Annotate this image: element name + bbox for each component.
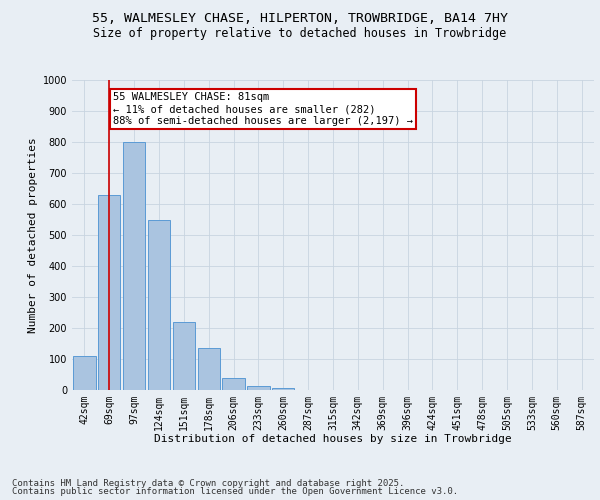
Text: 55 WALMESLEY CHASE: 81sqm
← 11% of detached houses are smaller (282)
88% of semi: 55 WALMESLEY CHASE: 81sqm ← 11% of detac… bbox=[113, 92, 413, 126]
Bar bbox=[173, 322, 195, 390]
Bar bbox=[247, 386, 269, 390]
Bar bbox=[197, 348, 220, 390]
Text: Contains public sector information licensed under the Open Government Licence v3: Contains public sector information licen… bbox=[12, 487, 458, 496]
Text: Size of property relative to detached houses in Trowbridge: Size of property relative to detached ho… bbox=[94, 28, 506, 40]
Bar bbox=[148, 220, 170, 390]
Bar bbox=[123, 142, 145, 390]
Bar bbox=[272, 388, 295, 390]
Y-axis label: Number of detached properties: Number of detached properties bbox=[28, 137, 38, 333]
Text: 55, WALMESLEY CHASE, HILPERTON, TROWBRIDGE, BA14 7HY: 55, WALMESLEY CHASE, HILPERTON, TROWBRID… bbox=[92, 12, 508, 26]
Text: Contains HM Land Registry data © Crown copyright and database right 2025.: Contains HM Land Registry data © Crown c… bbox=[12, 478, 404, 488]
X-axis label: Distribution of detached houses by size in Trowbridge: Distribution of detached houses by size … bbox=[154, 434, 512, 444]
Bar bbox=[223, 378, 245, 390]
Bar bbox=[73, 356, 95, 390]
Bar bbox=[98, 194, 121, 390]
